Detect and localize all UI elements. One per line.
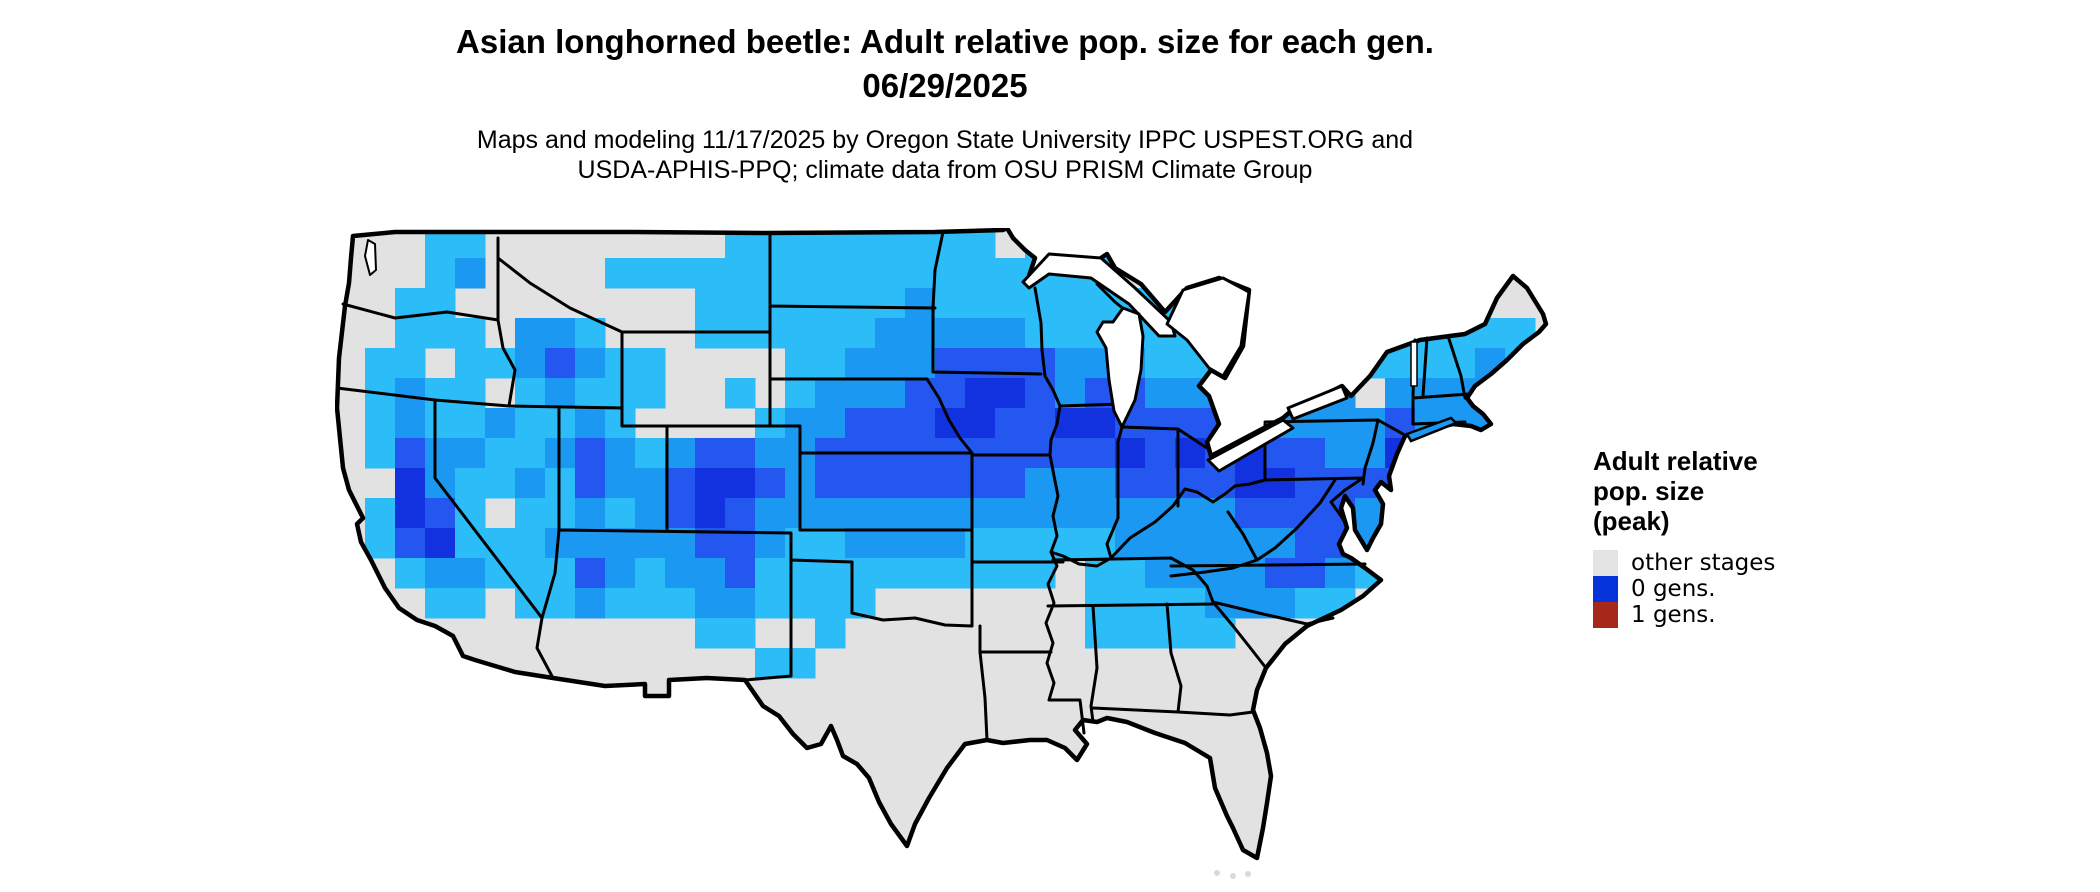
page-title-date: 06/29/2025 (862, 67, 1028, 104)
lake-huron (1165, 276, 1251, 378)
legend-label: other stages (1631, 550, 1776, 576)
long-island (1405, 416, 1459, 443)
map-legend: Adult relative pop. size (peak) other st… (1593, 446, 1953, 628)
legend-label: 0 gens. (1631, 576, 1716, 602)
great-lakes (364, 239, 1418, 473)
legend-item: other stages (1593, 550, 1953, 576)
legend-swatch (1593, 550, 1618, 576)
puget-sound (364, 239, 377, 276)
page-title-line1: Asian longhorned beetle: Adult relative … (456, 23, 1434, 60)
lake-michigan (1095, 306, 1145, 429)
lake-ontario (1286, 384, 1349, 421)
legend-item: 1 gens. (1593, 602, 1953, 628)
legend-title-line3: (peak) (1593, 506, 1670, 536)
legend-title-line1: Adult relative (1593, 446, 1758, 476)
subtitle-line2: USDA-APHIS-PPQ; climate data from OSU PR… (577, 156, 1313, 184)
legend-swatch (1593, 576, 1618, 602)
legend-swatch (1593, 602, 1618, 628)
population-raster-layer (337, 228, 1546, 858)
legend-label: 1 gens. (1631, 602, 1716, 628)
subtitle-line1: Maps and modeling 11/17/2025 by Oregon S… (476, 126, 1414, 154)
legend-item: 0 gens. (1593, 576, 1953, 602)
state-borders (335, 230, 1471, 742)
lake-superior (1021, 252, 1177, 338)
florida-keys (1214, 870, 1251, 879)
us-outline (334, 225, 1549, 861)
lake-champlain (1410, 341, 1418, 387)
legend-title-line2: pop. size (1593, 476, 1705, 506)
legend-items: other stages 0 gens. 1 gens. (1593, 550, 1953, 628)
conus-map (334, 225, 1560, 880)
conus-map-svg (334, 225, 1549, 879)
lake-erie (1206, 418, 1295, 473)
